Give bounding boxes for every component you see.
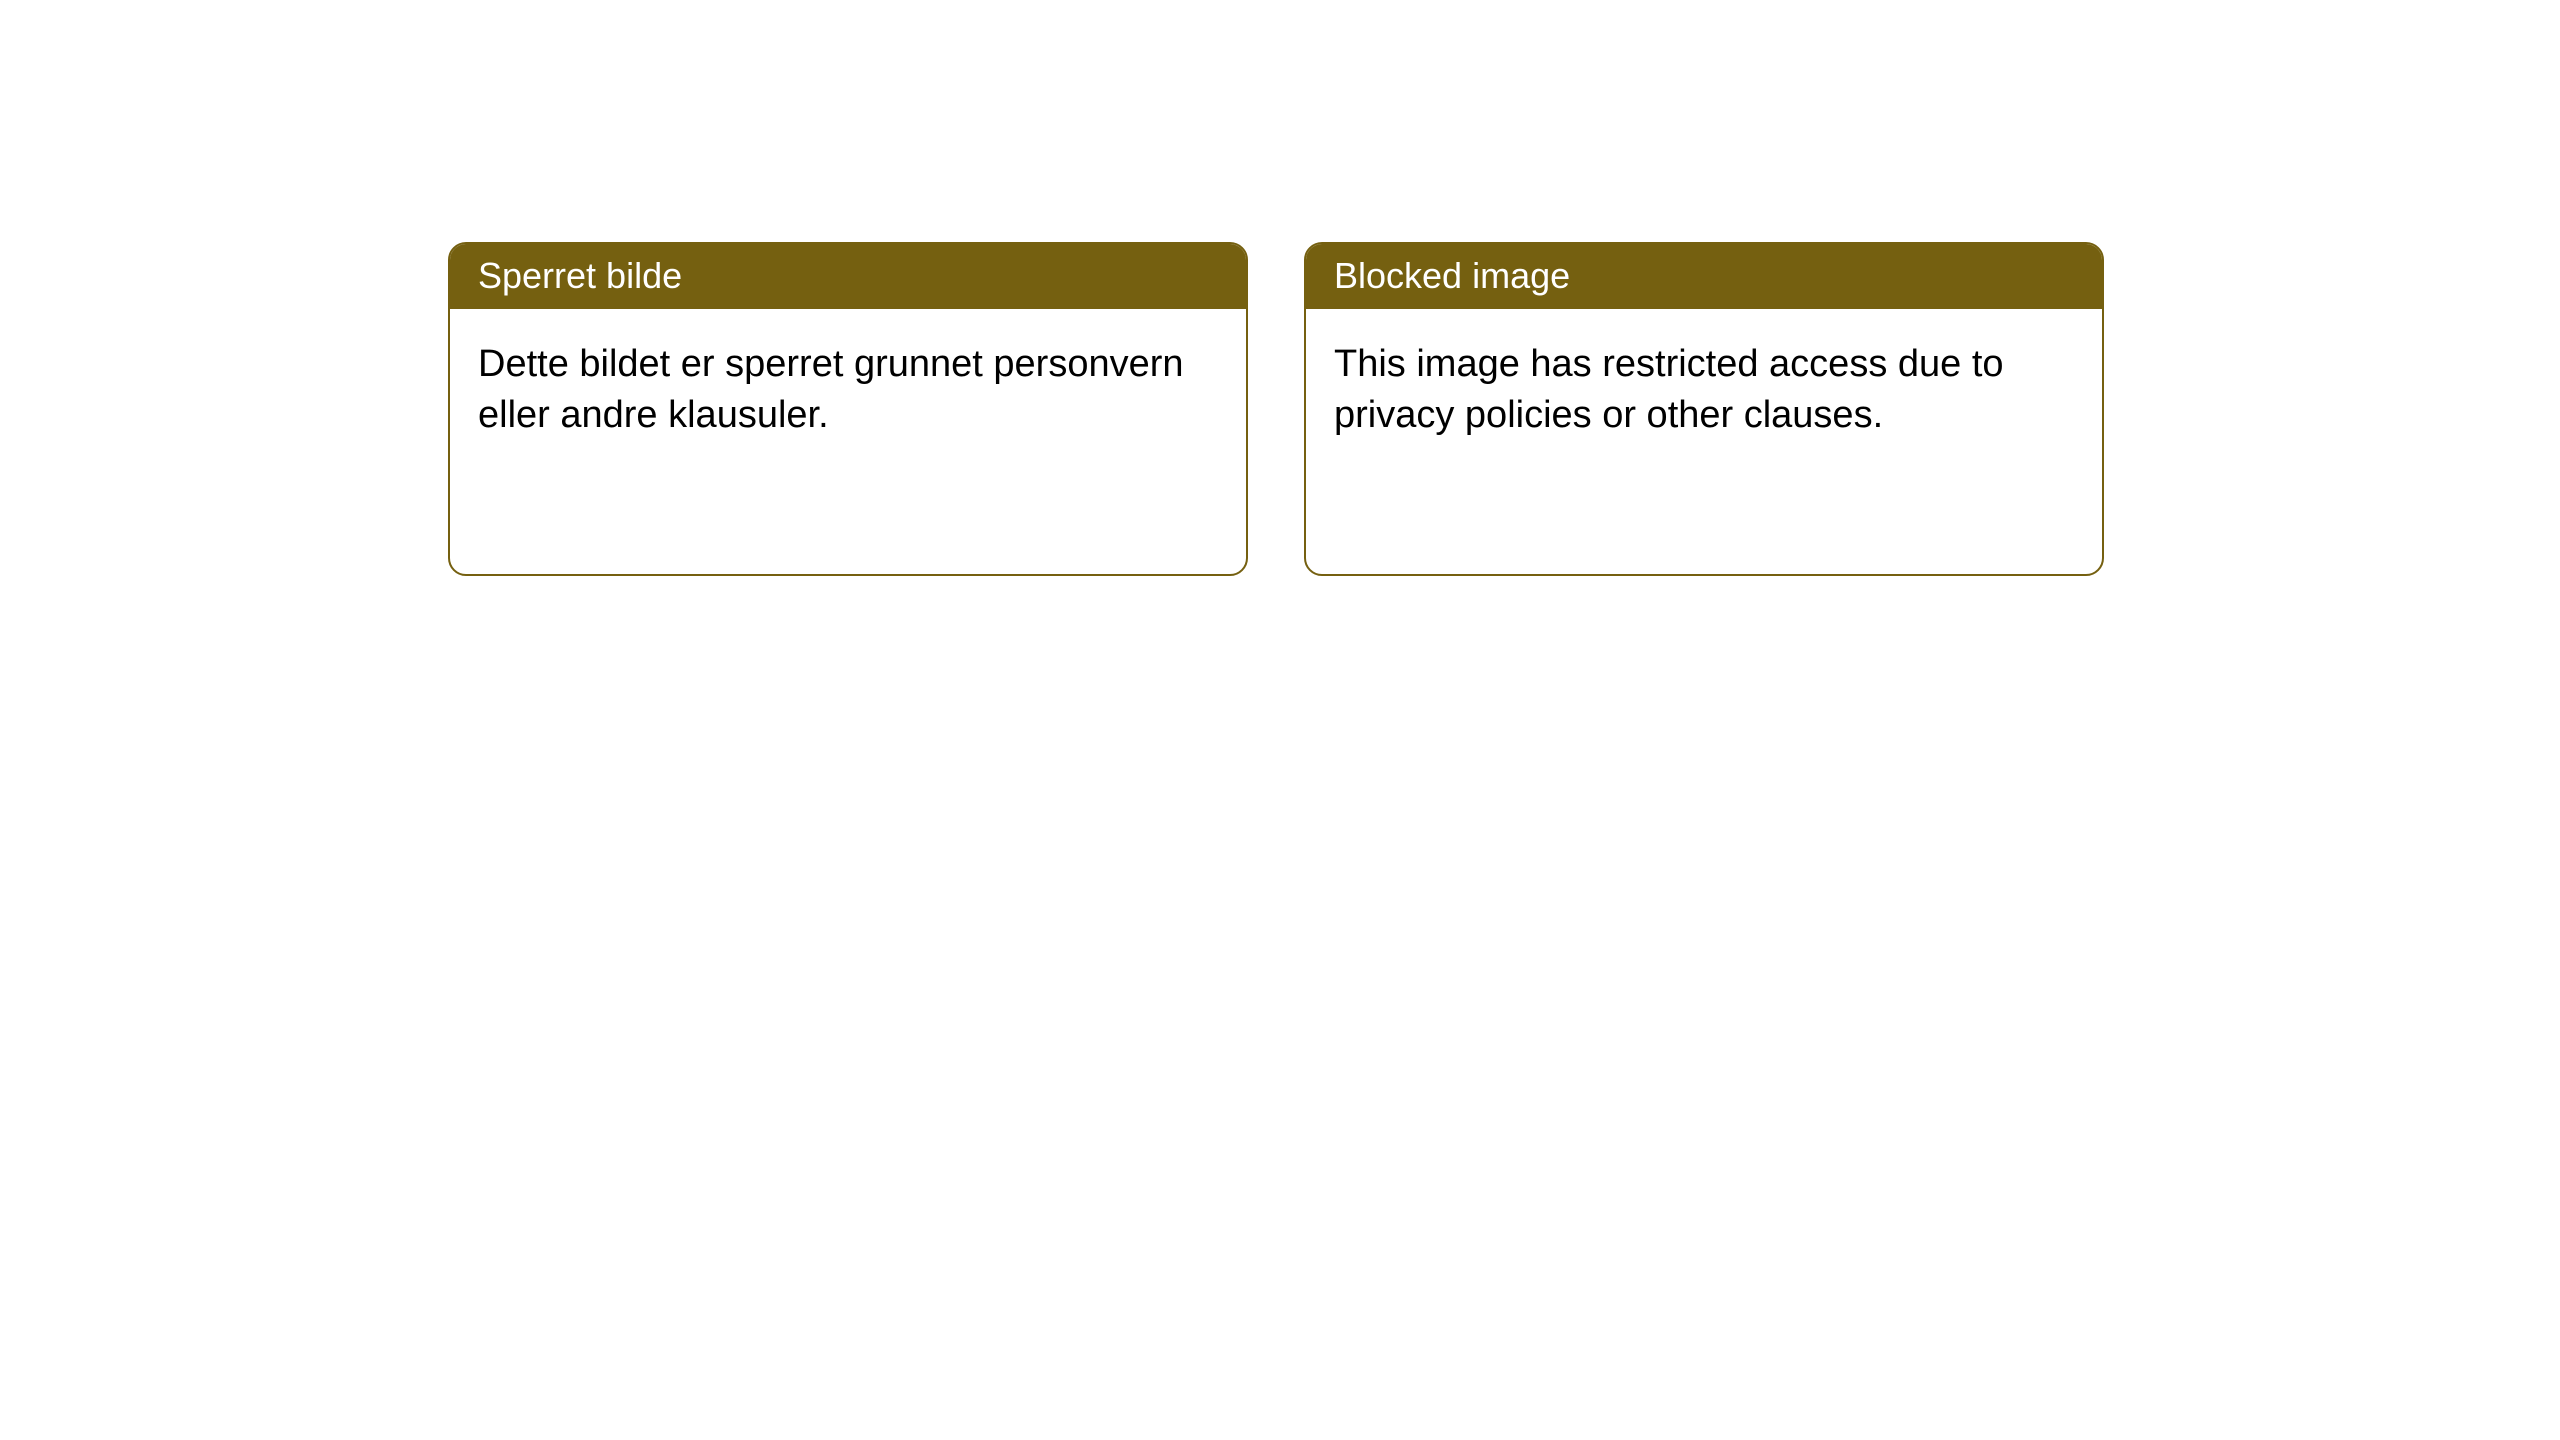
notice-card-body: Dette bildet er sperret grunnet personve… [450,309,1246,574]
notice-card-english: Blocked image This image has restricted … [1304,242,2104,576]
notice-card-norwegian: Sperret bilde Dette bildet er sperret gr… [448,242,1248,576]
notice-card-title: Blocked image [1306,244,2102,309]
notice-card-title: Sperret bilde [450,244,1246,309]
notice-cards-container: Sperret bilde Dette bildet er sperret gr… [448,242,2104,576]
notice-card-body: This image has restricted access due to … [1306,309,2102,574]
